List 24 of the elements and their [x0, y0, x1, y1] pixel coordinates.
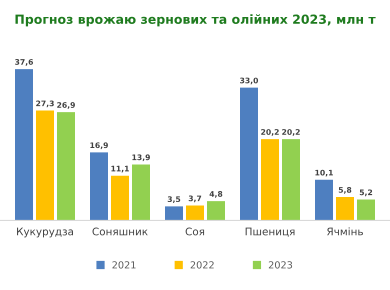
chart-title: Прогноз врожаю зернових та олійних 2023, млн т — [15, 14, 376, 26]
bar — [15, 69, 33, 220]
bar — [90, 152, 108, 220]
bar — [111, 176, 129, 220]
x-tick-label: Соя — [186, 228, 204, 236]
x-tick-label: Соняшник — [92, 228, 148, 236]
bar — [315, 180, 333, 220]
bar — [186, 206, 204, 220]
bar — [357, 199, 375, 220]
bar — [165, 206, 183, 220]
legend-label: 2021 — [112, 261, 136, 269]
bar — [132, 164, 150, 220]
bar — [261, 139, 279, 220]
bar — [240, 88, 258, 220]
x-tick-label: Пшениця — [246, 228, 294, 237]
bar — [36, 110, 54, 220]
bar — [207, 201, 225, 220]
x-tick-label: Кукурудза — [17, 228, 74, 238]
bar — [336, 197, 354, 220]
legend-label: 2023 — [268, 261, 292, 269]
legend-label: 2022 — [190, 261, 214, 269]
bar — [282, 139, 300, 220]
x-tick-label: Ячмінь — [327, 227, 363, 236]
bar — [57, 112, 75, 220]
